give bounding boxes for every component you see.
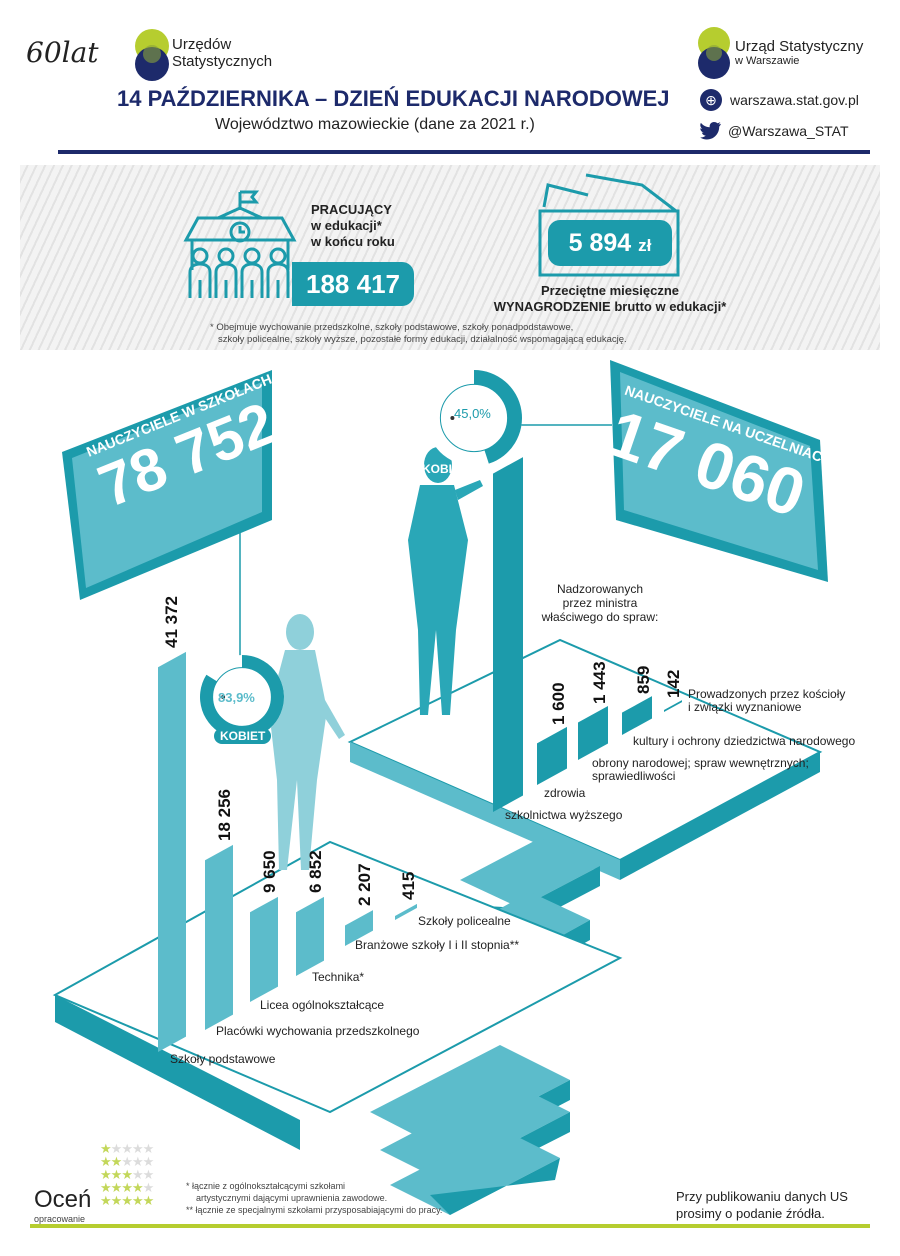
rating-row[interactable]: ★★★★★ (100, 1154, 154, 1169)
bar-category-label: Placówki wychowania przedszkolnego (216, 1024, 420, 1038)
source-note: Przy publikowaniu danych US prosimy o pod… (676, 1189, 848, 1221)
page-subtitle: Województwo mazowieckie (dane za 2021 r.… (215, 116, 535, 133)
rating-row[interactable]: ★★★★★ (100, 1180, 154, 1195)
twitter-link[interactable]: @Warszawa_STAT (700, 122, 849, 140)
schools-women-pct: 83,9% (218, 690, 255, 705)
summary-footnote: * Obejmuje wychowanie przedszkolne, szko… (210, 322, 627, 345)
lower-platform-side (55, 995, 300, 1150)
bar-category-label: Technika* (312, 970, 365, 984)
bar-category-label: Szkoły policealne (418, 914, 511, 928)
lower-stairs (370, 1045, 570, 1215)
lower-platform-top (52, 840, 623, 1114)
bar-value-label: 6 852 (306, 850, 325, 893)
universities-women-donut (426, 370, 523, 466)
logo-60-lat: 60lat (26, 36, 99, 69)
employed-value: 188 417 (292, 262, 414, 306)
bar-category-label: Branżowe szkoły I i II stopnia** (355, 938, 520, 952)
footer-notes: * łącznie z ogólnokształcącymi szkołami a… (186, 1181, 443, 1215)
bar-schools-2 (250, 896, 278, 1002)
woman-silhouette-right (408, 447, 483, 715)
bar-schools-3 (296, 896, 324, 976)
supervised-label: Nadzorowanych przez ministra właściwego do… (541, 582, 659, 624)
bar-universities-2 (578, 705, 608, 760)
bar-value-label: 13 016 (476, 531, 495, 584)
bar-value-label: 1 443 (590, 661, 609, 704)
page-title: 14 PAŹDZIERNIKA – DZIEŃ EDUKACJI NARODOW… (117, 86, 670, 111)
school-building-icon (183, 190, 297, 298)
bar-universities-3 (622, 696, 652, 735)
rating-stars[interactable]: ★★★★★ ★★★★★ ★★★★★ ★★★★★ ★★★★★ (100, 1141, 154, 1208)
bar-value-label: 9 650 (260, 850, 279, 893)
salary-value: 5 894 zł (548, 220, 672, 266)
globe-icon: ⊕ (700, 89, 722, 111)
header-divider (58, 150, 870, 154)
bar-universities-0 (493, 457, 523, 812)
universities-women-pct: 45,0% (454, 406, 491, 421)
banknote-icon (538, 173, 680, 277)
rate-sublabel: opracowanie (34, 1214, 86, 1224)
bar-value-label: 142 (664, 669, 683, 699)
schools-women-label: KOBIET (214, 728, 272, 744)
bar-schools-5 (395, 903, 417, 920)
logo-right-text: Urząd Statystyczny w Warszawie (735, 38, 864, 67)
gus-logo-icon (135, 29, 169, 81)
bar-category-label: obrony narodowej; spraw wewnętrznych; sp… (592, 756, 809, 783)
bar-category-label: Licea ogólnokształcące (260, 998, 385, 1012)
bar-category-label: Prowadzonych przez kościoły i związki wy… (688, 687, 846, 714)
rate-label: Oceń (34, 1186, 92, 1213)
bar-value-label: 18 256 (215, 788, 234, 841)
rating-row[interactable]: ★★★★★ (100, 1141, 154, 1156)
website-link[interactable]: ⊕ warszawa.stat.gov.pl (700, 89, 859, 111)
employed-label: PRACUJĄCY w edukacji* w końcu roku (311, 202, 395, 249)
bar-category-label: szkolnictwa wyższego (505, 808, 623, 822)
logo-left-text: Urzędów Statystycznych (172, 36, 273, 70)
schools-women-donut (199, 655, 284, 740)
salary-label: Przeciętne miesięczne WYNAGRODZENIE brutt… (493, 283, 727, 314)
universities-women-label: KOBIET (422, 462, 468, 476)
bar-value-label: 415 (399, 871, 418, 900)
bar-value-label: 859 (634, 665, 653, 695)
us-warszawa-logo-icon (698, 27, 730, 79)
bar-schools-1 (205, 844, 233, 1030)
bar-value-label: 2 207 (355, 863, 374, 907)
bar-universities-4 (664, 700, 682, 712)
woman-silhouette-left (269, 614, 345, 870)
footer-divider (30, 1224, 870, 1228)
bar-category-label: zdrowia (544, 786, 586, 800)
rating-row[interactable]: ★★★★★ (100, 1167, 154, 1182)
bar-universities-1 (537, 726, 567, 785)
bar-value-label: 1 600 (549, 682, 568, 725)
bar-schools-0 (158, 651, 186, 1052)
bar-schools-4 (345, 910, 373, 946)
summary-band (20, 165, 880, 350)
twitter-icon (700, 122, 721, 140)
bar-category-label: Szkoły podstawowe (170, 1052, 276, 1066)
bar-value-label: 41 372 (162, 595, 181, 648)
bar-category-label: kultury i ochrony dziedzictwa narodowego (633, 734, 856, 748)
rating-row[interactable]: ★★★★★ (100, 1193, 154, 1208)
